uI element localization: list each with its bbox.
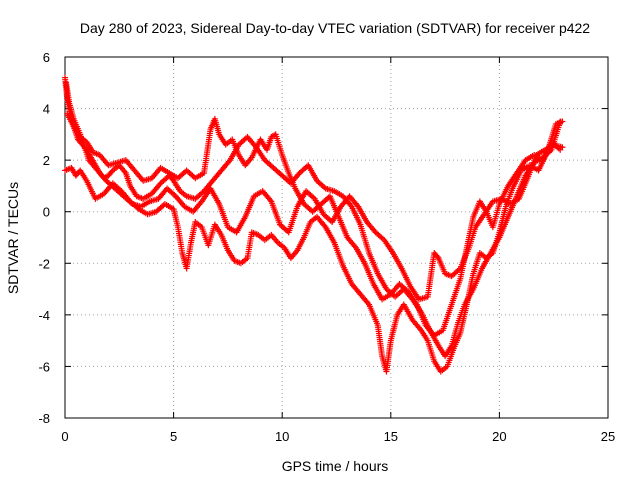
- data-series: [63, 79, 566, 303]
- y-tick-label: 4: [43, 102, 50, 117]
- x-axis-title: GPS time / hours: [282, 458, 389, 474]
- axes: [64, 56, 609, 419]
- y-tick-label: -2: [38, 256, 50, 271]
- y-tick-label: 6: [43, 50, 50, 65]
- x-tick-label: 15: [384, 429, 398, 444]
- x-tick-label: 25: [601, 429, 615, 444]
- data-point: [434, 253, 441, 260]
- data-series: [62, 118, 566, 375]
- x-tick-label: 20: [492, 429, 506, 444]
- x-tick-label: 0: [61, 429, 68, 444]
- y-axis-title: SDTVAR / TECUs: [5, 182, 21, 294]
- plot-border: [64, 56, 609, 419]
- y-tick-label: 0: [43, 205, 50, 220]
- grid: [65, 57, 608, 418]
- chart-title: Day 280 of 2023, Sidereal Day-to-day VTE…: [80, 20, 590, 36]
- y-tick-label: -8: [38, 411, 50, 426]
- data-points: [62, 74, 566, 375]
- tick-labels: 0 5 10 15 20 25 -8 -6 -4 -2 0 2 4 6: [38, 50, 615, 444]
- x-tick-label: 5: [170, 429, 177, 444]
- x-tick-label: 10: [275, 429, 289, 444]
- y-tick-label: -4: [38, 308, 50, 323]
- data-point: [559, 118, 566, 125]
- y-tick-label: -6: [38, 359, 50, 374]
- data-point: [559, 144, 566, 151]
- y-tick-label: 2: [43, 153, 50, 168]
